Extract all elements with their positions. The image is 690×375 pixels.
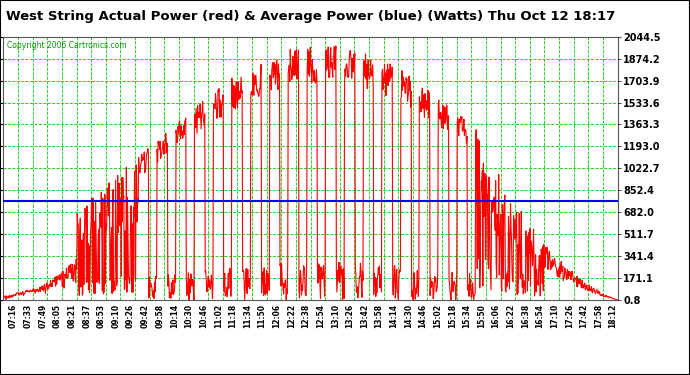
Text: 17:10: 17:10 (550, 304, 559, 328)
Text: 16:54: 16:54 (535, 304, 544, 328)
Text: 13:42: 13:42 (360, 304, 369, 328)
Text: 15:34: 15:34 (462, 304, 471, 328)
Text: 09:58: 09:58 (155, 304, 164, 328)
Text: 09:26: 09:26 (126, 304, 135, 328)
Text: 12:38: 12:38 (302, 304, 310, 328)
Text: 16:38: 16:38 (521, 304, 530, 328)
Text: 11:02: 11:02 (214, 304, 223, 328)
Text: 17:58: 17:58 (594, 304, 603, 328)
Text: 08:21: 08:21 (68, 304, 77, 328)
Text: 07:49: 07:49 (39, 304, 48, 328)
Text: 17:26: 17:26 (564, 304, 573, 328)
Text: 08:05: 08:05 (53, 304, 62, 328)
Text: 10:30: 10:30 (184, 304, 193, 328)
Text: 15:02: 15:02 (433, 304, 442, 328)
Text: 11:18: 11:18 (228, 304, 237, 328)
Text: 12:54: 12:54 (316, 304, 325, 328)
Text: 14:30: 14:30 (404, 304, 413, 328)
Text: 10:14: 10:14 (170, 304, 179, 328)
Text: 11:34: 11:34 (243, 304, 252, 328)
Text: 12:06: 12:06 (273, 304, 282, 328)
Text: 09:10: 09:10 (111, 304, 121, 328)
Text: 16:22: 16:22 (506, 304, 515, 328)
Text: 11:50: 11:50 (257, 304, 266, 328)
Text: 14:14: 14:14 (389, 304, 398, 328)
Text: 08:37: 08:37 (82, 304, 91, 328)
Text: 17:42: 17:42 (580, 304, 589, 328)
Text: 15:50: 15:50 (477, 304, 486, 328)
Text: 13:26: 13:26 (346, 304, 355, 328)
Text: 16:06: 16:06 (491, 304, 500, 328)
Text: Copyright 2006 Cartronics.com: Copyright 2006 Cartronics.com (6, 41, 126, 50)
Text: 15:18: 15:18 (448, 304, 457, 328)
Text: 13:58: 13:58 (375, 304, 384, 328)
Text: 06:59: 06:59 (0, 304, 3, 328)
Text: 10:46: 10:46 (199, 304, 208, 328)
Text: West String Actual Power (red) & Average Power (blue) (Watts) Thu Oct 12 18:17: West String Actual Power (red) & Average… (6, 10, 615, 23)
Text: 07:16: 07:16 (9, 304, 18, 328)
Text: 12:22: 12:22 (287, 304, 296, 328)
Text: 08:53: 08:53 (97, 304, 106, 328)
Text: 14:46: 14:46 (418, 304, 428, 328)
Text: 18:12: 18:12 (609, 304, 618, 328)
Text: 13:10: 13:10 (331, 304, 339, 328)
Text: 07:33: 07:33 (23, 304, 32, 328)
Text: 09:42: 09:42 (141, 304, 150, 328)
